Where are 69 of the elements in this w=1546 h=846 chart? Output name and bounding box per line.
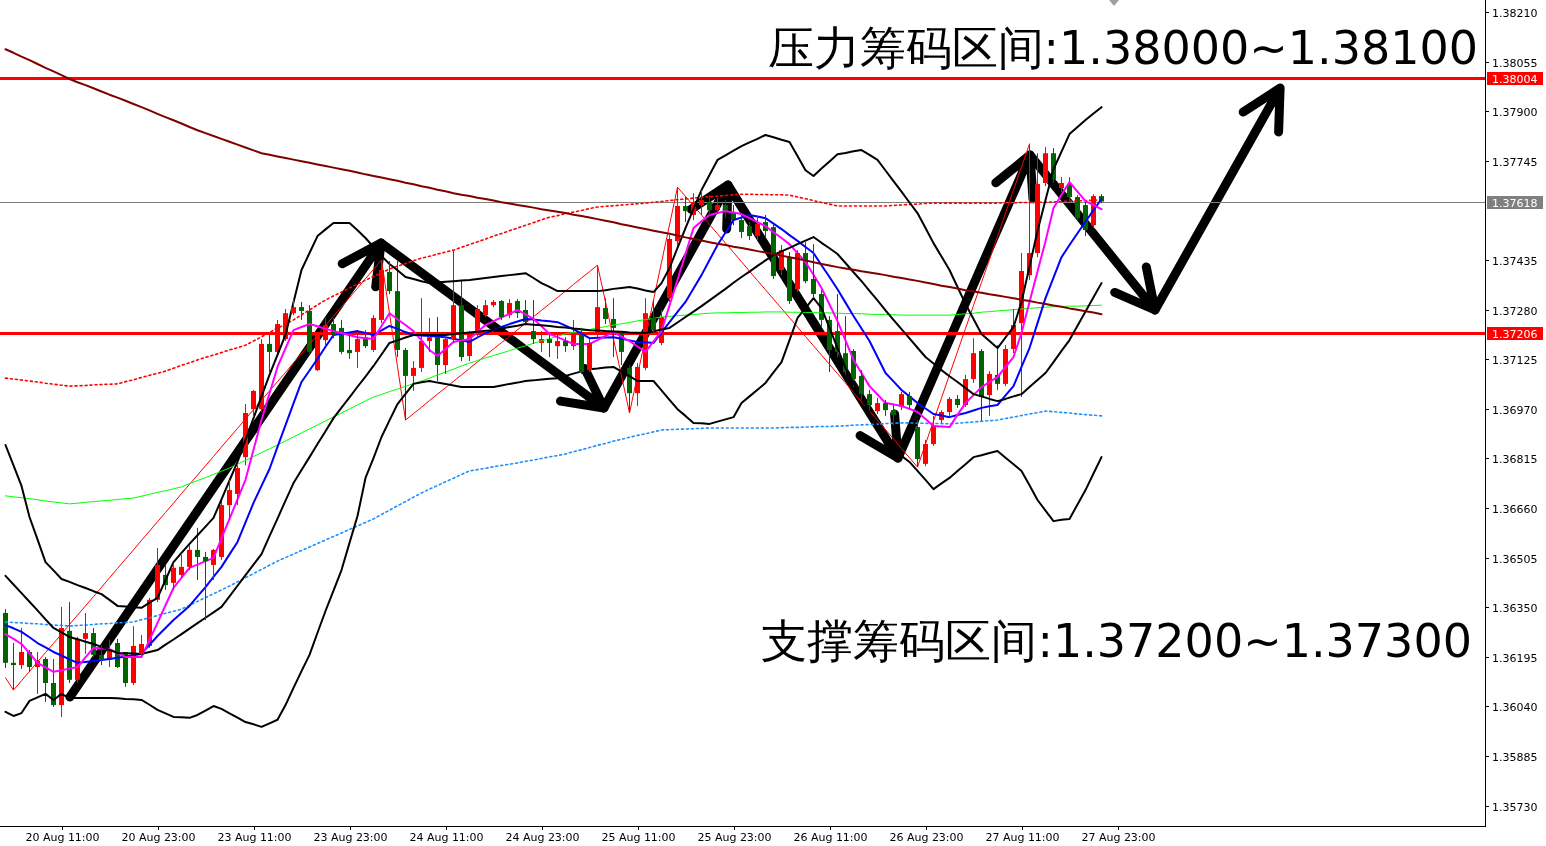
candlestick (139, 634, 144, 657)
y-tick-label: 1.37280 (1492, 304, 1538, 318)
candlestick (203, 551, 208, 621)
candlestick (707, 194, 712, 216)
candlestick (251, 389, 256, 418)
x-tick-label: 20 Aug 23:00 (121, 831, 196, 844)
candlestick (171, 564, 176, 591)
candlestick (739, 214, 744, 239)
y-tick-label: 1.35885 (1492, 750, 1538, 764)
candlestick (11, 642, 16, 691)
ref-line-label: 1.37618 (1492, 196, 1538, 210)
line-series (4, 106, 1103, 609)
candlestick (227, 479, 232, 521)
candlestick (1075, 194, 1080, 221)
y-tick-label: 1.35730 (1492, 800, 1538, 814)
x-tick-label: 27 Aug 23:00 (1081, 831, 1156, 844)
candlestick (755, 215, 760, 241)
x-tick-label: 26 Aug 11:00 (793, 831, 868, 844)
annotation: 压力筹码区间:1.38000~1.38100 (767, 20, 1479, 75)
ref-line-label: 1.38004 (1492, 72, 1538, 86)
y-tick-label: 1.36505 (1492, 552, 1538, 566)
y-tick-label: 1.37900 (1492, 105, 1538, 119)
x-tick-label: 26 Aug 23:00 (889, 831, 964, 844)
y-tick-label: 1.38055 (1492, 56, 1538, 70)
candlestick (83, 612, 88, 655)
x-tick-label: 20 Aug 11:00 (25, 831, 100, 844)
candlestick (267, 334, 272, 373)
annotation: 支撑筹码区间:1.37200~1.37300 (761, 613, 1472, 668)
y-tick-label: 1.36195 (1492, 651, 1538, 665)
x-tick-label: 25 Aug 23:00 (697, 831, 772, 844)
y-tick-label: 1.37435 (1492, 254, 1538, 268)
candlestick (531, 299, 536, 345)
candlestick (891, 404, 896, 426)
candlestick (411, 360, 416, 392)
candlestick (811, 243, 816, 299)
y-tick-label: 1.36040 (1492, 700, 1538, 714)
y-tick-label: 1.36660 (1492, 502, 1538, 516)
candlestick (179, 554, 184, 579)
y-tick-label: 1.36970 (1492, 403, 1538, 417)
x-tick-label: 24 Aug 11:00 (409, 831, 484, 844)
candlestick (195, 527, 200, 581)
candlestick (499, 299, 504, 321)
x-tick-label: 23 Aug 11:00 (217, 831, 292, 844)
candlestick (347, 334, 352, 360)
y-tick-label: 1.36350 (1492, 601, 1538, 615)
candlestick (947, 396, 952, 417)
candlestick (867, 389, 872, 411)
y-tick-label: 1.38210 (1492, 6, 1538, 20)
candlestick (923, 439, 928, 467)
candlestick (43, 656, 48, 703)
candlestick (387, 260, 392, 295)
y-tick-label: 1.37745 (1492, 155, 1538, 169)
x-tick-label: 24 Aug 23:00 (505, 831, 580, 844)
x-tick-label: 25 Aug 11:00 (601, 831, 676, 844)
ref-line-label: 1.37206 (1492, 327, 1538, 341)
candlestick (651, 299, 656, 334)
x-tick-label: 27 Aug 11:00 (985, 831, 1060, 844)
candlestick (683, 195, 688, 223)
candlestick (99, 644, 104, 666)
line-series (5, 304, 1102, 505)
candlestick (19, 627, 24, 670)
candlestick (931, 415, 936, 447)
candlestick (547, 334, 552, 358)
y-tick-label: 1.37125 (1492, 353, 1538, 367)
candlestick (859, 369, 864, 401)
candlestick (187, 544, 192, 571)
candlestick (603, 297, 608, 325)
x-tick-label: 23 Aug 23:00 (313, 831, 388, 844)
y-tick-label: 1.36815 (1492, 452, 1538, 466)
